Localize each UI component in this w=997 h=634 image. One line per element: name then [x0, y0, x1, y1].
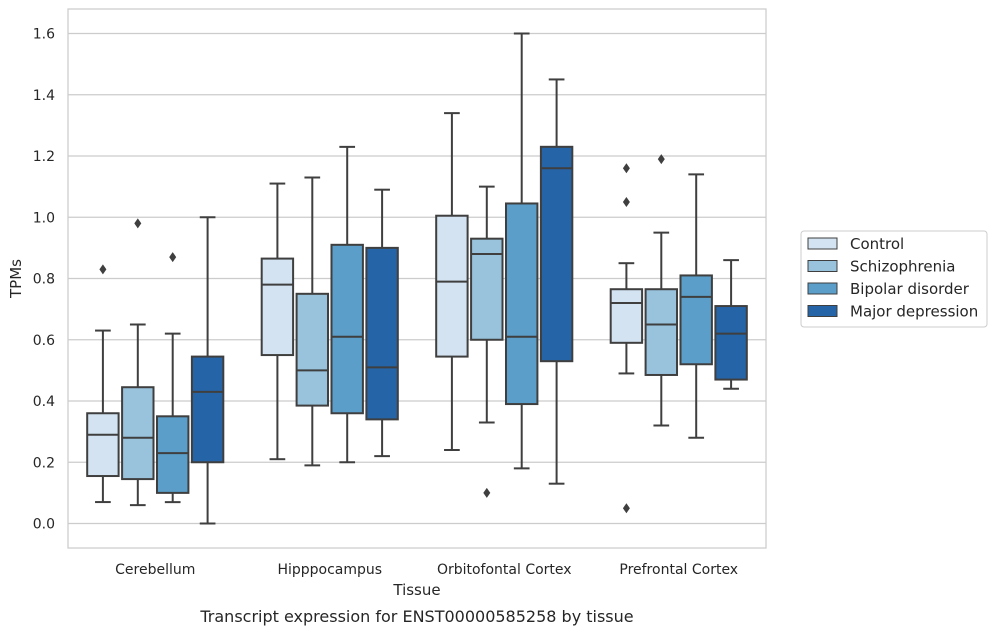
y-tick-label: 0.4 [33, 394, 55, 410]
box-iqr [365, 246, 399, 421]
y-tick-label: 0.6 [33, 333, 55, 349]
box-bipolar-disorder [330, 145, 364, 464]
box-schizophrenia [644, 154, 679, 427]
outlier-point [483, 487, 491, 498]
box-major-depression [539, 78, 574, 485]
y-axis-label: TPMs [7, 259, 25, 299]
outlier-point [622, 196, 630, 207]
box-control [609, 163, 644, 514]
legend: Control Schizophrenia Bipolar disorder Majo… [800, 230, 988, 328]
x-tick-label: Hipppocampus [277, 562, 382, 578]
legend-swatch [807, 237, 838, 250]
outlier-point [622, 503, 630, 514]
outlier-point [657, 154, 665, 165]
box-iqr [714, 305, 748, 381]
box-iqr [121, 386, 155, 481]
legend-entry-label: Major depression [850, 303, 978, 321]
y-tick-label: 0.8 [33, 272, 55, 288]
box-control [86, 264, 120, 504]
x-tick-label: Prefrontal Cortex [619, 562, 738, 578]
chart-caption: Transcript expression for ENST0000058525… [199, 607, 633, 626]
legend-frame [800, 230, 988, 328]
x-tick-labels: Cerebellum Hipppocampus Orbitofontal Corte… [115, 562, 738, 578]
y-tick-label: 1.4 [33, 88, 55, 104]
legend-entry-label: Schizophrenia [850, 258, 955, 276]
legend-entry-label: Bipolar disorder [850, 280, 970, 298]
box-iqr [679, 274, 713, 366]
box-schizophrenia [470, 185, 504, 498]
x-tick-label: Cerebellum [115, 562, 195, 578]
box-major-depression [714, 259, 748, 390]
x-tick-label: Orbitofontal Cortex [437, 562, 572, 578]
y-tick-label: 1.6 [33, 27, 55, 43]
box-iqr [539, 145, 574, 363]
box-series-layer [86, 32, 748, 525]
x-axis-label: Tissue [392, 581, 440, 599]
y-tick-labels: 0.0 0.2 0.4 0.6 0.8 1.0 1.2 1.4 1.6 [33, 27, 55, 533]
box-bipolar-disorder [504, 32, 539, 470]
legend-swatch [807, 305, 838, 317]
box-iqr [609, 288, 644, 344]
outlier-point [99, 264, 107, 275]
y-tick-label: 0.2 [33, 455, 55, 471]
outlier-point [169, 252, 177, 263]
y-tick-label: 1.0 [33, 210, 55, 226]
box-iqr [644, 288, 679, 376]
plot-frame [67, 8, 767, 549]
box-iqr [190, 355, 225, 464]
box-control [260, 182, 295, 461]
box-iqr [435, 214, 469, 358]
box-schizophrenia [295, 176, 330, 467]
y-tick-label: 1.2 [33, 149, 55, 165]
box-major-depression [190, 216, 225, 525]
legend-swatch [807, 282, 838, 295]
box-iqr [330, 243, 364, 415]
legend-entry-label: Control [850, 235, 904, 253]
box-iqr [86, 412, 120, 478]
box-major-depression [365, 188, 399, 458]
box-iqr [470, 237, 504, 341]
box-iqr [295, 292, 330, 407]
box-bipolar-disorder [679, 173, 713, 439]
outlier-point [622, 163, 630, 174]
box-schizophrenia [121, 218, 155, 507]
y-tick-label: 0.0 [33, 517, 55, 533]
outlier-point [134, 218, 142, 229]
box-iqr [155, 415, 190, 494]
legend-swatch [807, 260, 838, 272]
box-iqr [260, 257, 295, 357]
box-iqr [504, 202, 539, 406]
box-bipolar-disorder [155, 252, 190, 504]
box-control [435, 112, 469, 451]
